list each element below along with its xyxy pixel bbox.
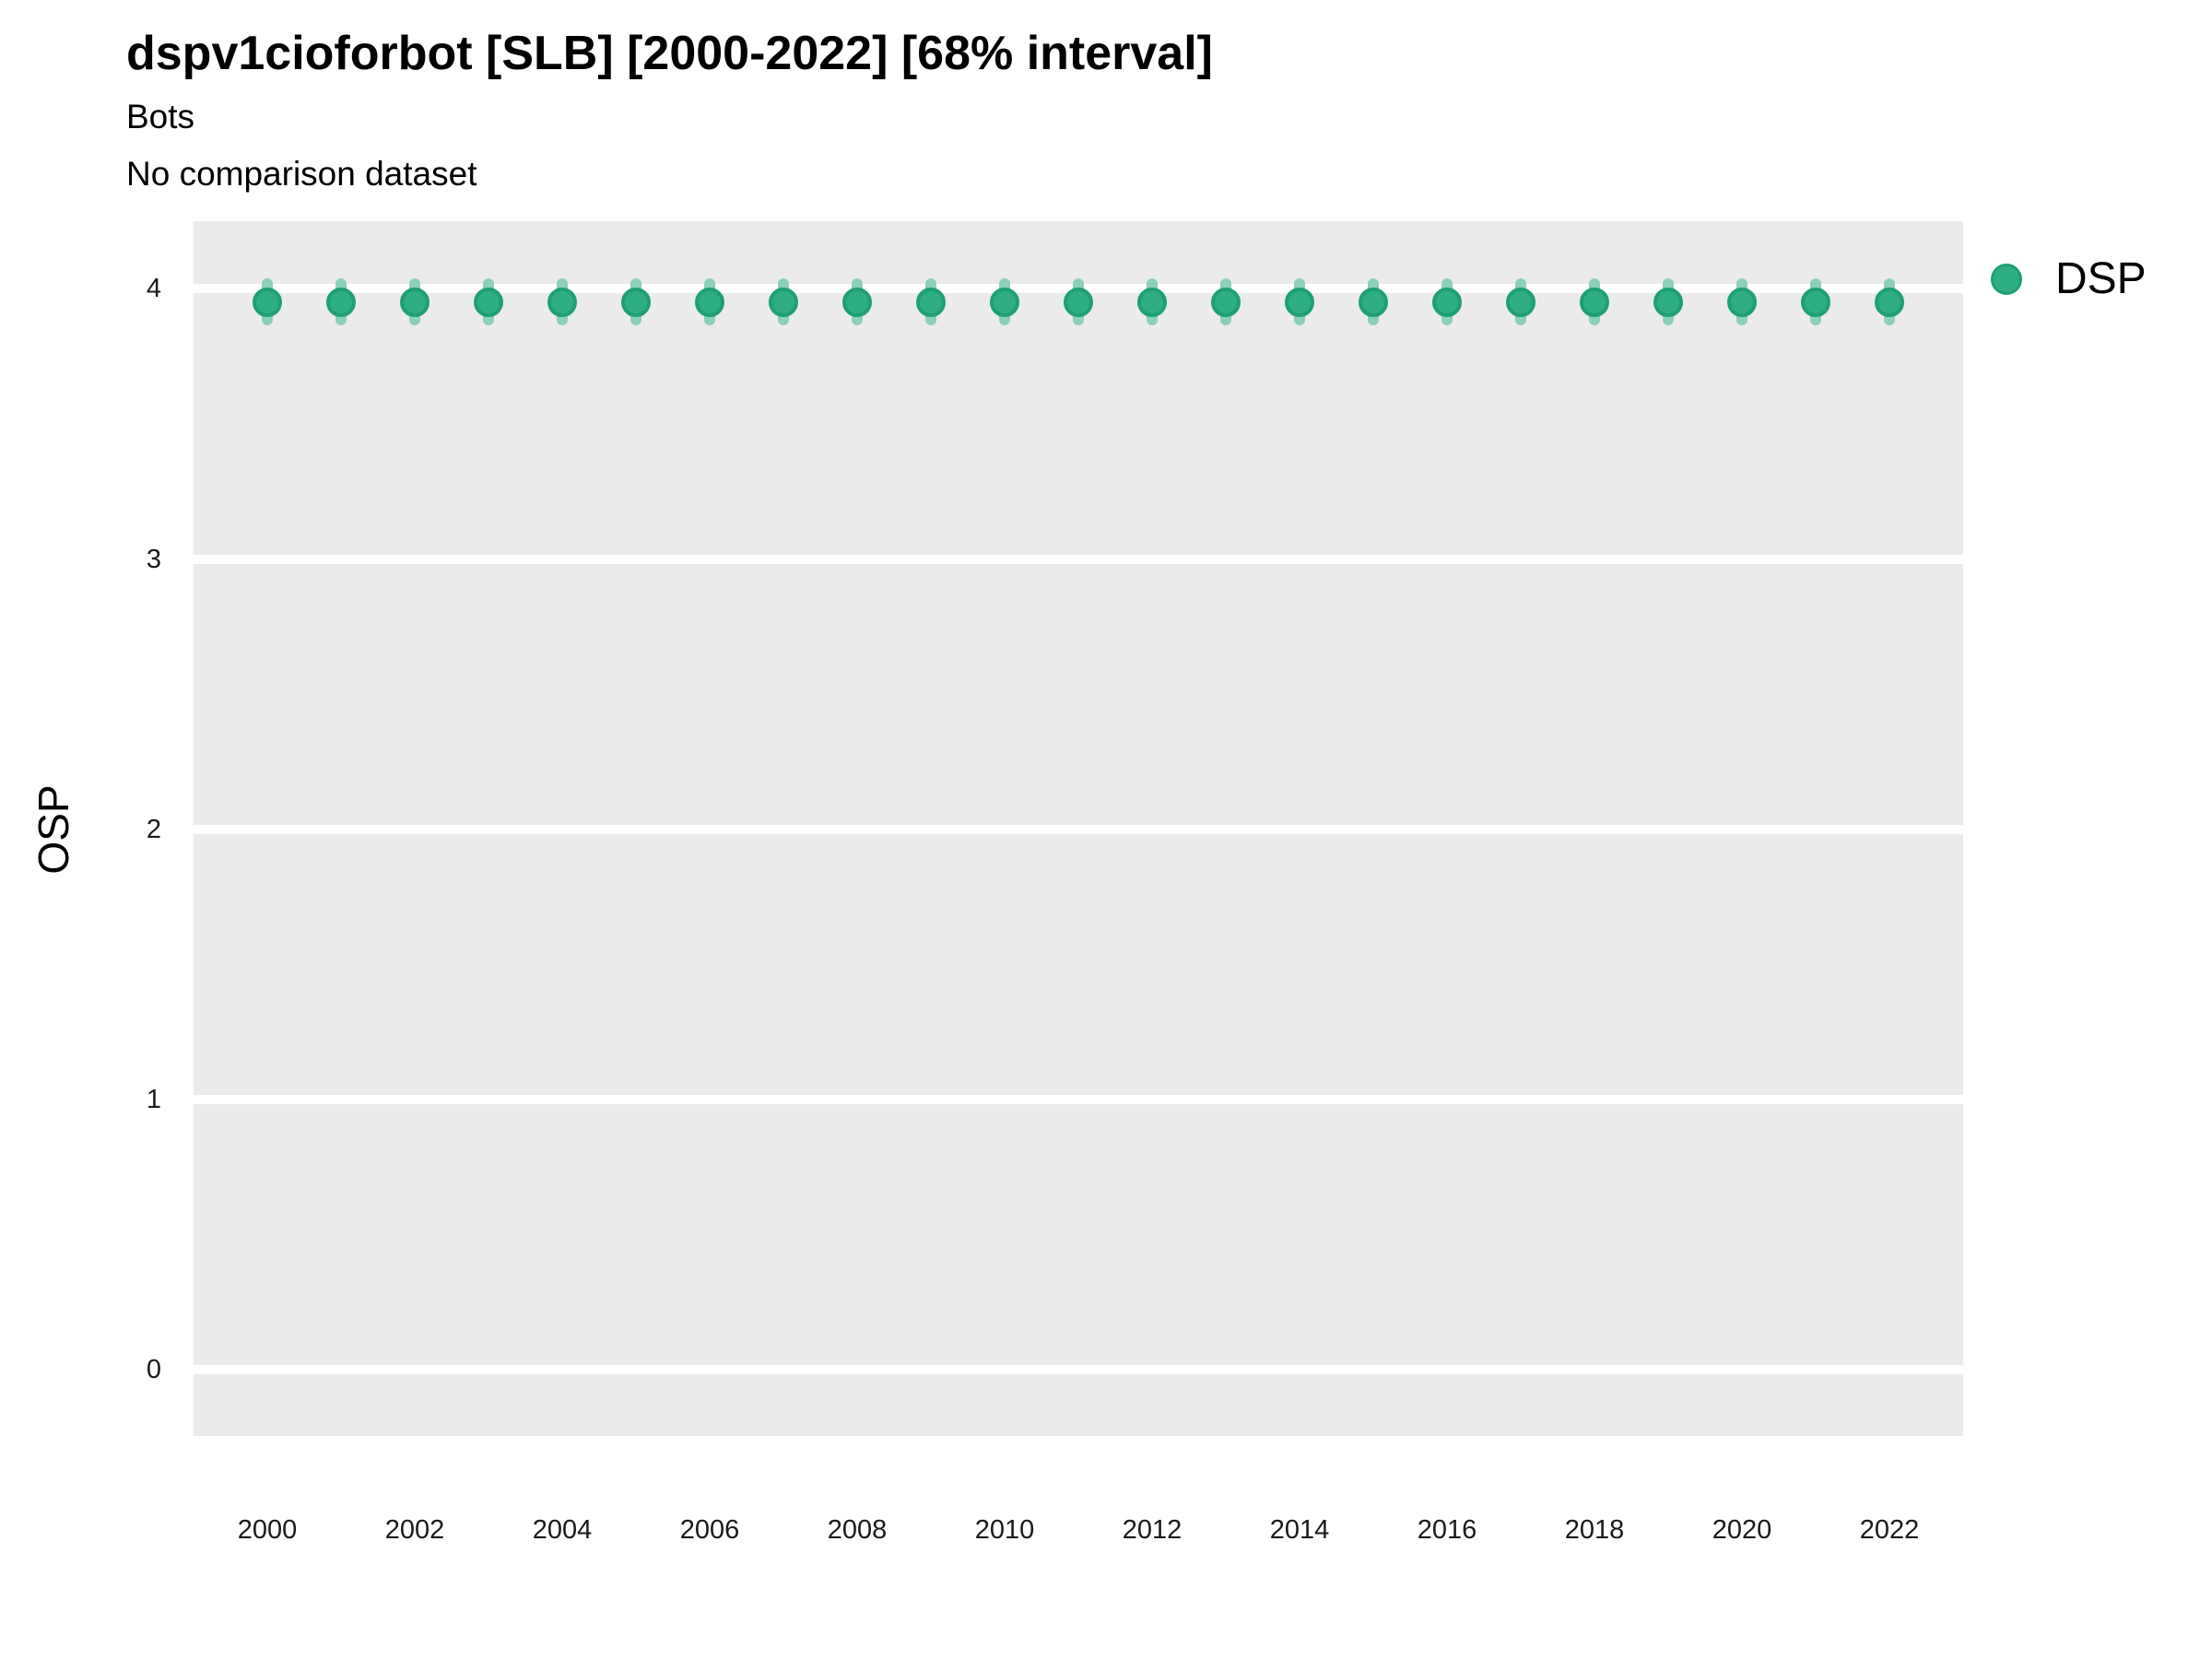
x-tick-label-2014: 2014 bbox=[1269, 1515, 1330, 1545]
data-point bbox=[1580, 287, 1609, 317]
data-point bbox=[1064, 287, 1093, 317]
data-point bbox=[1285, 287, 1314, 317]
x-tick-label-2006: 2006 bbox=[679, 1515, 740, 1545]
x-tick-label-2002: 2002 bbox=[384, 1515, 445, 1545]
data-point bbox=[990, 287, 1019, 317]
gridline-y-0 bbox=[194, 1365, 1963, 1375]
x-tick-label-2022: 2022 bbox=[1859, 1515, 1920, 1545]
gridline-y-1 bbox=[194, 1094, 1963, 1104]
x-tick-label-2010: 2010 bbox=[974, 1515, 1035, 1545]
data-point bbox=[769, 287, 798, 317]
data-point bbox=[1801, 287, 1830, 317]
x-tick-label-2008: 2008 bbox=[827, 1515, 888, 1545]
data-point bbox=[253, 287, 282, 317]
data-point bbox=[842, 287, 872, 317]
data-point bbox=[916, 287, 946, 317]
x-tick-label-2004: 2004 bbox=[532, 1515, 593, 1545]
gridline-y-2 bbox=[194, 824, 1963, 834]
y-tick-label-1: 1 bbox=[146, 1084, 161, 1114]
gridline-y-3 bbox=[194, 554, 1963, 564]
legend-label: DSP bbox=[2055, 254, 2147, 303]
data-point bbox=[474, 287, 503, 317]
x-tick-label-2018: 2018 bbox=[1564, 1515, 1625, 1545]
data-point bbox=[1211, 287, 1241, 317]
x-tick-label-2016: 2016 bbox=[1417, 1515, 1477, 1545]
y-tick-label-2: 2 bbox=[146, 814, 161, 844]
data-point bbox=[547, 287, 577, 317]
data-point bbox=[400, 287, 429, 317]
data-point bbox=[1137, 287, 1167, 317]
data-point bbox=[1359, 287, 1388, 317]
data-point bbox=[326, 287, 356, 317]
x-tick-label-2020: 2020 bbox=[1712, 1515, 1772, 1545]
legend-point-swatch bbox=[1991, 263, 2022, 295]
chart-title: dspv1cioforbot [SLB] [2000-2022] [68% in… bbox=[126, 27, 1213, 80]
plot-panel bbox=[194, 221, 1963, 1436]
chart-note: No comparison dataset bbox=[126, 155, 477, 193]
x-tick-label-2012: 2012 bbox=[1122, 1515, 1182, 1545]
data-point bbox=[695, 287, 724, 317]
y-tick-label-3: 3 bbox=[146, 544, 161, 574]
data-point bbox=[1875, 287, 1904, 317]
data-point bbox=[621, 287, 651, 317]
data-point bbox=[1432, 287, 1462, 317]
x-tick-label-2000: 2000 bbox=[237, 1515, 298, 1545]
chart-subtitle: Bots bbox=[126, 98, 195, 135]
data-point bbox=[1653, 287, 1683, 317]
legend: DSP bbox=[1991, 253, 2147, 304]
data-point bbox=[1506, 287, 1535, 317]
y-tick-label-4: 4 bbox=[146, 274, 161, 304]
data-point bbox=[1727, 287, 1757, 317]
y-tick-label-0: 0 bbox=[146, 1355, 161, 1385]
